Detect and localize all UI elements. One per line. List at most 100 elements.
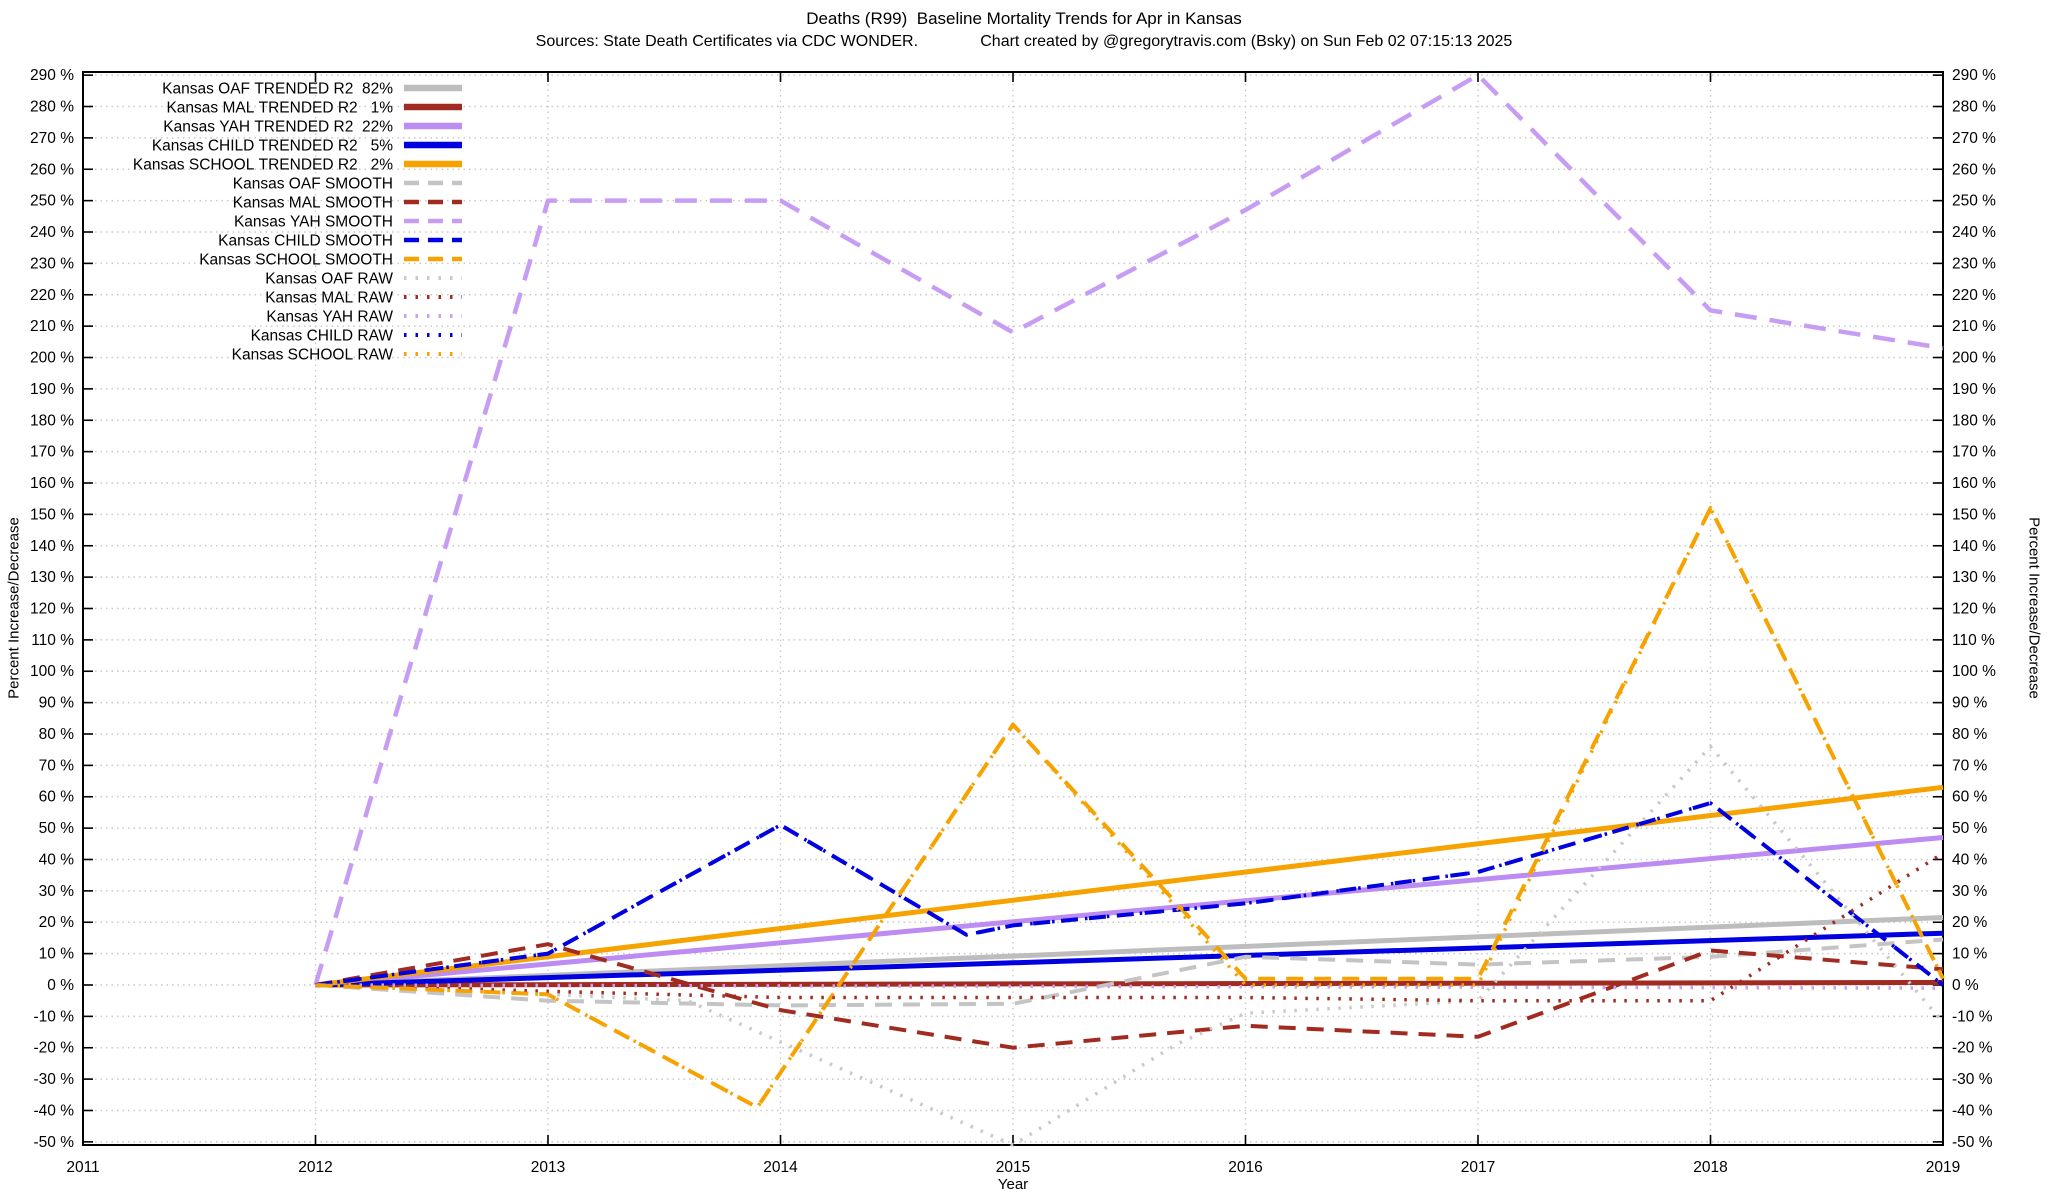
y-tick-label-left: -50 % <box>34 1134 75 1151</box>
legend-label-oaf-raw: Kansas OAF RAW <box>265 271 393 288</box>
y-tick-label-left: -30 % <box>34 1071 75 1088</box>
y-tick-label-left: 50 % <box>39 820 75 837</box>
y-tick-label-right: 210 % <box>1952 318 1996 335</box>
y-tick-label-right: 250 % <box>1952 193 1996 210</box>
legend-label-yah-raw: Kansas YAH RAW <box>266 309 393 326</box>
legend-label-yah-trended: Kansas YAH TRENDED R2 22% <box>163 119 393 136</box>
y-tick-label-left: 100 % <box>30 663 74 680</box>
y-tick-label-right: 230 % <box>1952 255 1996 272</box>
y-axis-label-right: Percent Increase/Decrease <box>2025 517 2043 699</box>
y-tick-label-right: 170 % <box>1952 444 1996 461</box>
y-tick-label-right: 140 % <box>1952 538 1996 555</box>
x-axis-label: Year <box>997 1176 1029 1193</box>
legend-label-school-raw: Kansas SCHOOL RAW <box>232 347 394 364</box>
y-tick-label-left: 170 % <box>30 444 74 461</box>
x-tick-label: 2017 <box>1461 1159 1495 1176</box>
y-tick-label-right: 110 % <box>1952 632 1995 649</box>
legend-label-yah-smooth: Kansas YAH SMOOTH <box>234 214 393 231</box>
y-tick-label-left: 30 % <box>39 883 75 900</box>
legend-label-oaf-smooth: Kansas OAF SMOOTH <box>233 176 393 193</box>
y-tick-label-left: 180 % <box>30 412 74 429</box>
y-tick-label-left: 230 % <box>30 255 74 272</box>
y-tick-label-left: 120 % <box>30 601 74 618</box>
y-tick-label-left: 90 % <box>39 695 75 712</box>
y-tick-label-left: 270 % <box>30 130 74 147</box>
y-tick-label-left: -40 % <box>34 1102 75 1119</box>
y-tick-label-right: 100 % <box>1952 663 1996 680</box>
y-tick-label-right: 240 % <box>1952 224 1996 241</box>
y-tick-label-left: 150 % <box>30 506 74 523</box>
x-tick-label: 2018 <box>1693 1159 1727 1176</box>
x-tick-label: 2014 <box>763 1159 798 1176</box>
y-tick-label-left: -10 % <box>34 1008 75 1025</box>
y-tick-label-right: 290 % <box>1952 67 1996 84</box>
y-tick-label-left: 140 % <box>30 538 74 555</box>
series-yah-trended-line <box>315 835 1944 988</box>
y-tick-label-left: 260 % <box>30 161 74 178</box>
y-tick-label-right: 80 % <box>1952 726 1988 743</box>
y-tick-label-right: 120 % <box>1952 601 1996 618</box>
series-mal-trended-line <box>315 980 1944 988</box>
y-tick-label-right: 260 % <box>1952 161 1996 178</box>
y-tick-label-left: 0 % <box>47 977 74 994</box>
y-tick-label-left: 280 % <box>30 99 74 116</box>
y-tick-label-right: 270 % <box>1952 130 1996 147</box>
legend-label-school-smooth: Kansas SCHOOL SMOOTH <box>199 252 393 269</box>
y-tick-label-left: -20 % <box>34 1040 75 1057</box>
y-tick-label-left: 250 % <box>30 193 74 210</box>
y-tick-label-left: 200 % <box>30 350 74 367</box>
x-tick-label: 2013 <box>531 1159 565 1176</box>
series-school-trended-line <box>315 784 1944 988</box>
y-tick-label-right: 40 % <box>1952 851 1988 868</box>
y-tick-label-right: -40 % <box>1952 1102 1993 1119</box>
y-tick-label-right: 200 % <box>1952 350 1996 367</box>
legend-label-child-smooth: Kansas CHILD SMOOTH <box>218 233 393 250</box>
legend-label-school-trended: Kansas SCHOOL TRENDED R2 2% <box>133 157 393 174</box>
y-tick-label-left: 10 % <box>39 946 75 963</box>
series-school-smooth-line <box>315 506 1945 1110</box>
y-tick-label-right: 190 % <box>1952 381 1996 398</box>
y-tick-label-right: 220 % <box>1952 287 1996 304</box>
y-tick-label-left: 110 % <box>31 632 74 649</box>
y-tick-label-left: 60 % <box>39 789 75 806</box>
x-tick-label: 2015 <box>996 1159 1030 1176</box>
chart-title: Deaths (R99) Baseline Mortality Trends f… <box>806 9 1242 28</box>
y-tick-label-left: 20 % <box>39 914 75 931</box>
y-tick-label-left: 220 % <box>30 287 74 304</box>
legend-label-child-raw: Kansas CHILD RAW <box>251 328 394 345</box>
y-tick-label-right: 50 % <box>1952 820 1988 837</box>
y-tick-label-left: 70 % <box>39 757 75 774</box>
chart-subtitle: Sources: State Death Certificates via CD… <box>535 33 1513 50</box>
x-tick-label: 2019 <box>1926 1159 1960 1176</box>
y-tick-label-right: 0 % <box>1952 977 1979 994</box>
y-tick-label-left: 40 % <box>39 851 75 868</box>
y-tick-label-right: 160 % <box>1952 475 1996 492</box>
legend-label-child-trended: Kansas CHILD TRENDED R2 5% <box>152 138 393 155</box>
series-oaf-trended-line <box>315 915 1944 988</box>
y-tick-label-right: 130 % <box>1952 569 1996 586</box>
y-tick-label-left: 210 % <box>30 318 74 335</box>
y-tick-label-right: -20 % <box>1952 1040 1993 1057</box>
series-mal-smooth-line <box>315 942 1944 1050</box>
legend-label-mal-trended: Kansas MAL TRENDED R2 1% <box>166 100 393 117</box>
x-tick-label: 2016 <box>1228 1159 1262 1176</box>
y-tick-label-left: 190 % <box>30 381 74 398</box>
y-tick-label-right: -30 % <box>1952 1071 1993 1088</box>
y-axis-label-left: Percent Increase/Decrease <box>5 517 23 699</box>
series-child-trended-line <box>315 930 1944 988</box>
y-tick-label-right: 180 % <box>1952 412 1996 429</box>
y-tick-label-left: 240 % <box>30 224 74 241</box>
x-tick-label: 2012 <box>298 1159 332 1176</box>
y-tick-label-left: 80 % <box>39 726 75 743</box>
legend-label-mal-raw: Kansas MAL RAW <box>265 290 393 307</box>
y-tick-label-left: 290 % <box>30 67 74 84</box>
y-tick-label-right: 10 % <box>1952 946 1988 963</box>
y-tick-label-right: 60 % <box>1952 789 1988 806</box>
legend-label-mal-smooth: Kansas MAL SMOOTH <box>233 195 393 212</box>
series-oaf-smooth-line <box>315 937 1944 1008</box>
series-child-smooth-line <box>315 801 1945 987</box>
y-tick-label-right: 20 % <box>1952 914 1988 931</box>
series-mal-raw-line <box>315 851 1944 1003</box>
legend-label-oaf-trended: Kansas OAF TRENDED R2 82% <box>162 81 393 98</box>
